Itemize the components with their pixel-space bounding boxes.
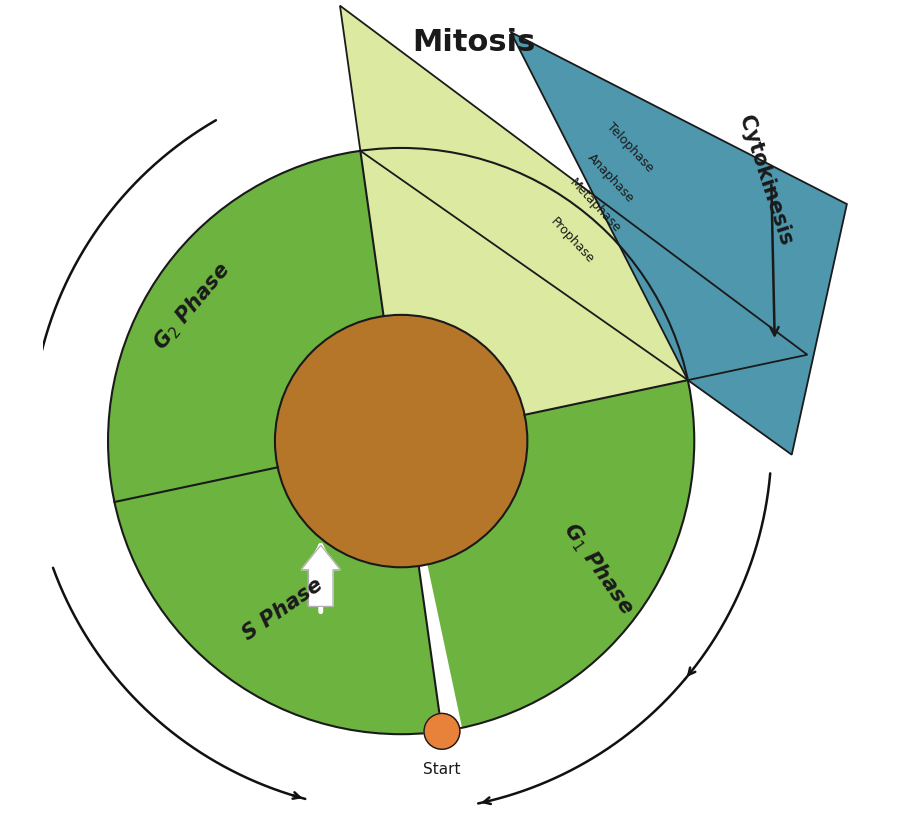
Text: Start: Start — [423, 762, 461, 777]
Circle shape — [274, 315, 527, 567]
Circle shape — [424, 713, 460, 749]
Text: Anaphase: Anaphase — [585, 151, 637, 205]
Text: Telophase: Telophase — [604, 120, 656, 174]
Polygon shape — [340, 6, 807, 380]
Polygon shape — [510, 32, 847, 455]
Wedge shape — [108, 151, 383, 502]
Text: Cytokinesis: Cytokinesis — [735, 113, 796, 248]
Wedge shape — [360, 148, 688, 415]
Text: G$_1$ Phase: G$_1$ Phase — [558, 519, 638, 619]
Wedge shape — [114, 467, 442, 734]
FancyArrow shape — [302, 545, 340, 606]
Text: G$_2$ Phase: G$_2$ Phase — [149, 258, 236, 355]
Text: S Phase: S Phase — [238, 574, 327, 644]
Wedge shape — [428, 380, 694, 728]
Text: Metaphase: Metaphase — [566, 176, 623, 235]
Text: Prophase: Prophase — [548, 216, 597, 266]
Text: Mitosis: Mitosis — [413, 28, 536, 56]
